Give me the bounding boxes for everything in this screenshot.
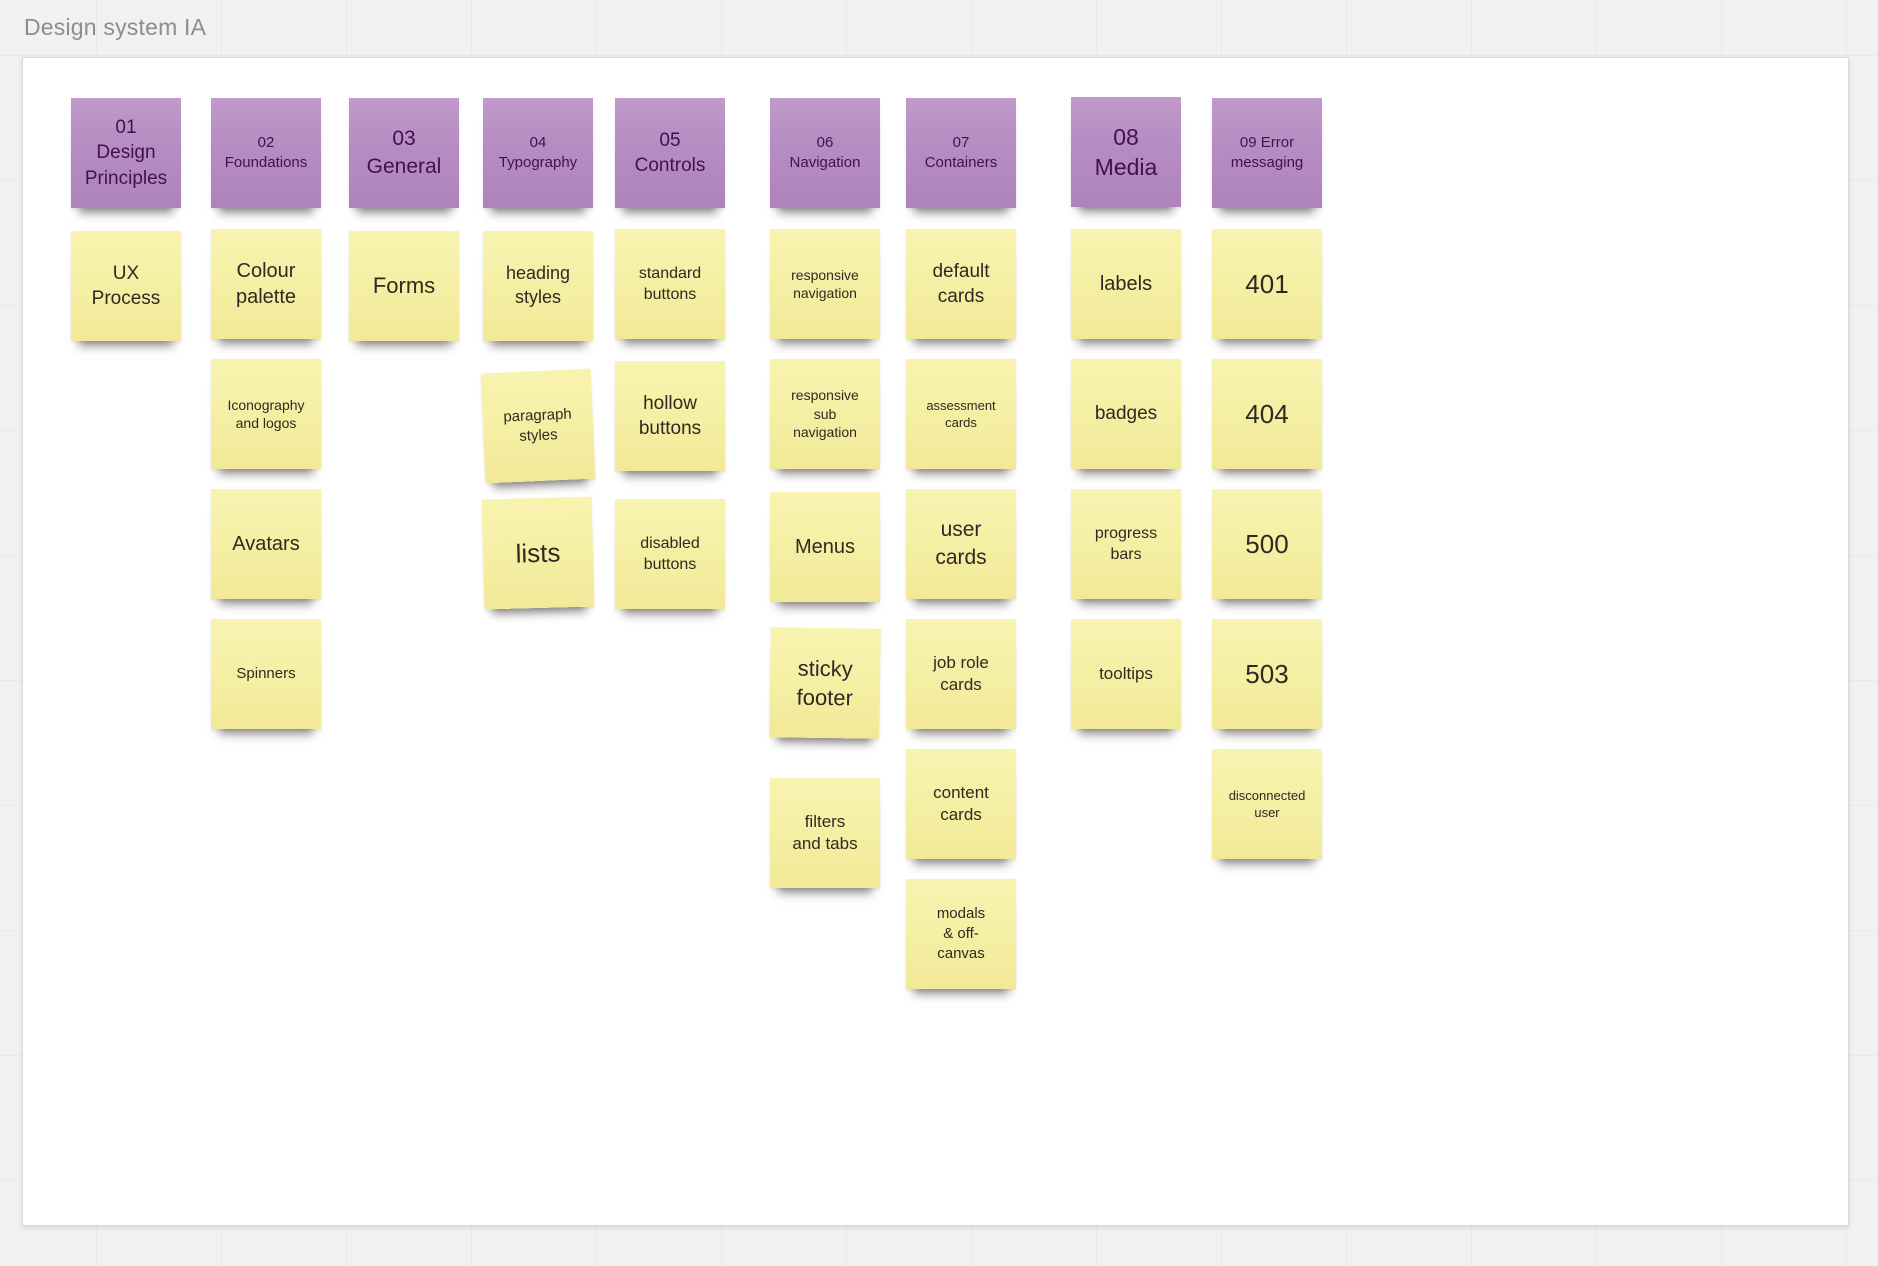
sticky-note-label: Colour palette: [235, 259, 297, 308]
category-sticky-note-7[interactable]: 07 Containers: [906, 98, 1016, 208]
category-sticky-note-3[interactable]: 03 General: [349, 98, 459, 208]
category-sticky-note-9[interactable]: 09 Error messaging: [1212, 98, 1322, 208]
board-title: Design system IA: [24, 14, 207, 40]
sticky-note-label: Avatars: [232, 532, 300, 555]
sticky-note[interactable]: labels: [1071, 229, 1181, 339]
sticky-note-label: standard buttons: [638, 264, 702, 303]
sticky-note-label: 01 Design Principles: [84, 117, 168, 189]
sticky-note-label: 02 Foundations: [224, 134, 308, 171]
sticky-note-label: Forms: [372, 273, 436, 299]
sticky-note[interactable]: disconnected user: [1212, 749, 1322, 859]
sticky-note[interactable]: 500: [1212, 489, 1322, 599]
sticky-note-label: job role cards: [933, 652, 989, 694]
sticky-note-label: filters and tabs: [792, 811, 858, 853]
sticky-note[interactable]: modals & off- canvas: [906, 879, 1016, 989]
sticky-note-label: responsive sub navigation: [791, 387, 859, 441]
sticky-note[interactable]: job role cards: [906, 619, 1016, 729]
sticky-note[interactable]: user cards: [906, 489, 1016, 599]
sticky-note-label: Iconography and logos: [227, 396, 305, 431]
sticky-note[interactable]: tooltips: [1071, 619, 1181, 729]
sticky-note-label: 05 Controls: [634, 129, 706, 176]
board-canvas[interactable]: 01 Design Principles UX Process 02 Foundat…: [22, 57, 1849, 1226]
sticky-note-label: 404: [1245, 398, 1289, 429]
sticky-note-label: heading styles: [505, 263, 571, 307]
sticky-note-label: disconnected user: [1228, 787, 1306, 820]
sticky-note[interactable]: Iconography and logos: [211, 359, 321, 469]
sticky-note-label: 503: [1245, 658, 1289, 689]
sticky-note-label: 08 Media: [1094, 123, 1158, 180]
sticky-note[interactable]: Menus: [770, 492, 880, 602]
sticky-note[interactable]: sticky footer: [769, 627, 881, 739]
sticky-note-label: badges: [1094, 403, 1158, 425]
sticky-note-label: content cards: [933, 782, 989, 824]
sticky-note[interactable]: Spinners: [211, 619, 321, 729]
sticky-note-label: 500: [1245, 528, 1289, 559]
sticky-note[interactable]: disabled buttons: [615, 499, 725, 609]
sticky-note-label: assessment cards: [926, 397, 996, 430]
sticky-note-label: UX Process: [91, 262, 161, 309]
sticky-note-label: default cards: [932, 260, 990, 307]
sticky-note-label: 06 Navigation: [789, 134, 861, 171]
sticky-note-label: disabled buttons: [640, 534, 700, 573]
sticky-note[interactable]: badges: [1071, 359, 1181, 469]
sticky-note[interactable]: heading styles: [483, 231, 593, 341]
sticky-note-label: Menus: [794, 535, 856, 558]
sticky-note[interactable]: content cards: [906, 749, 1016, 859]
category-sticky-note-1[interactable]: 01 Design Principles: [71, 98, 181, 208]
sticky-note[interactable]: progress bars: [1071, 489, 1181, 599]
sticky-note[interactable]: 401: [1212, 229, 1322, 339]
sticky-note[interactable]: lists: [481, 496, 595, 610]
sticky-note-label: paragraph styles: [503, 405, 573, 445]
sticky-note-label: progress bars: [1094, 524, 1158, 563]
sticky-note-label: Spinners: [236, 665, 296, 683]
sticky-note-label: responsive navigation: [791, 266, 859, 301]
sticky-note[interactable]: 503: [1212, 619, 1322, 729]
sticky-note[interactable]: responsive sub navigation: [770, 359, 880, 469]
sticky-note[interactable]: Colour palette: [211, 229, 321, 339]
category-sticky-note-5[interactable]: 05 Controls: [615, 98, 725, 208]
sticky-note-label: modals & off- canvas: [936, 905, 986, 962]
category-sticky-note-2[interactable]: 02 Foundations: [211, 98, 321, 208]
sticky-note[interactable]: assessment cards: [906, 359, 1016, 469]
sticky-note[interactable]: Forms: [349, 231, 459, 341]
sticky-note-label: lists: [515, 537, 561, 569]
sticky-note-label: 401: [1245, 268, 1289, 299]
sticky-note[interactable]: hollow buttons: [615, 361, 725, 471]
sticky-note-label: 04 Typography: [498, 134, 578, 171]
sticky-note-label: sticky footer: [796, 655, 854, 711]
sticky-note[interactable]: UX Process: [71, 231, 181, 341]
sticky-note[interactable]: Avatars: [211, 489, 321, 599]
sticky-note[interactable]: responsive navigation: [770, 229, 880, 339]
sticky-note-label: 09 Error messaging: [1230, 134, 1304, 171]
sticky-note[interactable]: default cards: [906, 229, 1016, 339]
sticky-note-label: hollow buttons: [638, 392, 702, 439]
sticky-note-label: labels: [1099, 272, 1153, 295]
sticky-note[interactable]: 404: [1212, 359, 1322, 469]
sticky-note[interactable]: standard buttons: [615, 229, 725, 339]
sticky-note[interactable]: paragraph styles: [480, 368, 596, 484]
category-sticky-note-6[interactable]: 06 Navigation: [770, 98, 880, 208]
category-sticky-note-4[interactable]: 04 Typography: [483, 98, 593, 208]
sticky-note-label: 03 General: [366, 127, 442, 178]
sticky-note-label: tooltips: [1099, 663, 1153, 683]
category-sticky-note-8[interactable]: 08 Media: [1071, 97, 1181, 207]
sticky-note[interactable]: filters and tabs: [770, 778, 880, 888]
sticky-note-label: 07 Containers: [924, 134, 998, 171]
sticky-note-label: user cards: [935, 518, 987, 569]
